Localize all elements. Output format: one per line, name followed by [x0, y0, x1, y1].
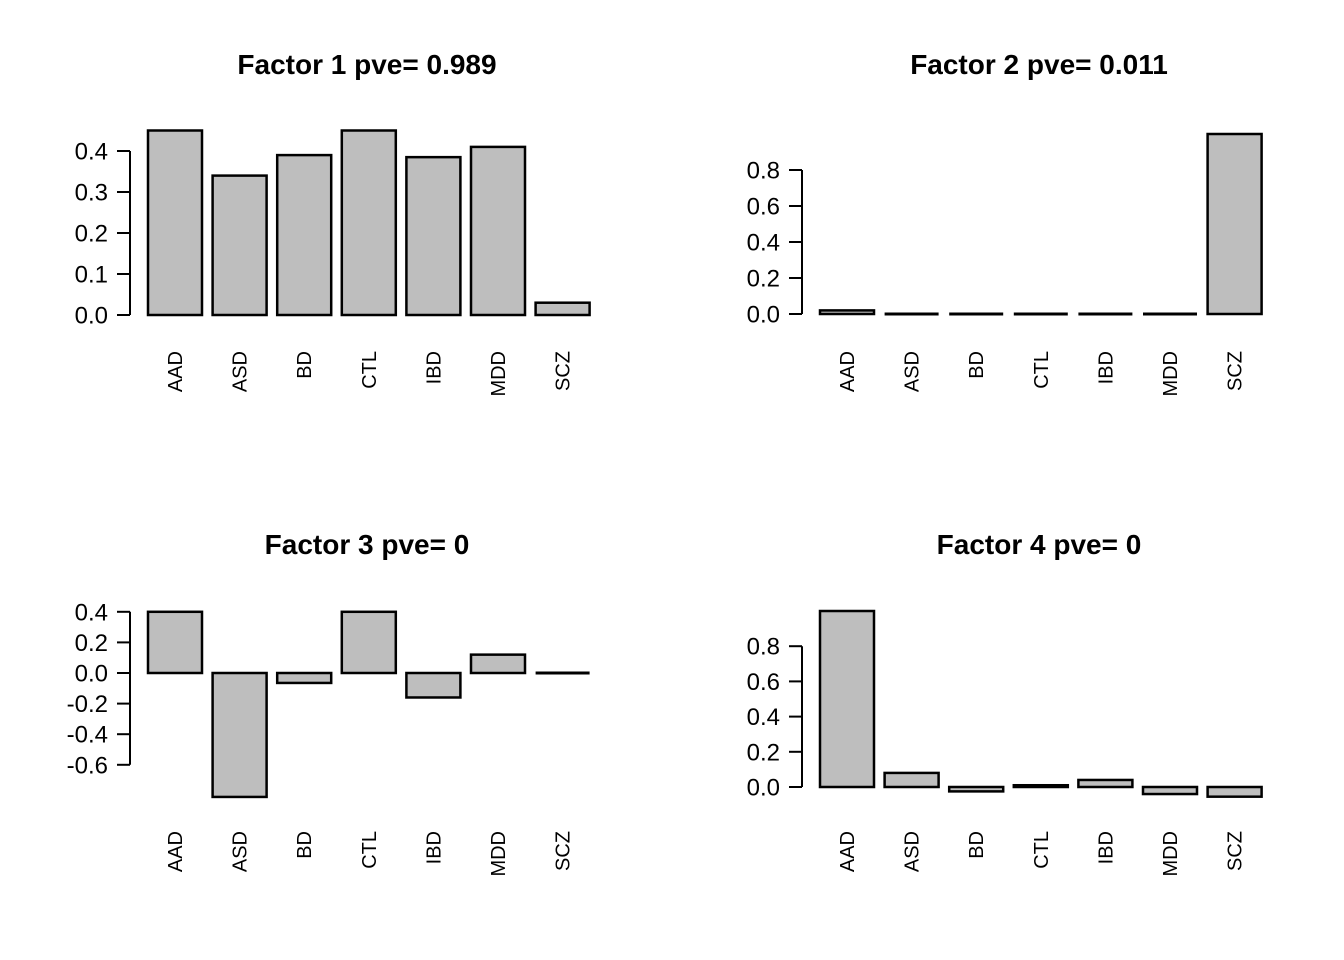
panel-title: Factor 4 pve= 0 — [937, 529, 1142, 560]
x-category-label: BD — [294, 831, 316, 859]
panel-factor-4: Factor 4 pve= 0 0.0 0.2 0.4 0.6 0.8 AAD ASD BD CT… — [747, 529, 1263, 877]
bar-SCZ — [534, 301, 591, 317]
y-tick-label: 0.0 — [747, 302, 780, 329]
y-tick-label: 0.2 — [75, 221, 108, 248]
y-tick-label: 0.6 — [747, 194, 780, 221]
x-category-label: SCZ — [1225, 351, 1247, 391]
bar-ASD — [211, 174, 268, 317]
y-tick-label: 0.6 — [747, 669, 780, 696]
panel-factor-3: Factor 3 pve= 0 0.4 0.2 0.0 -0.2 -0.4 -0.6 AAD A… — [67, 529, 590, 877]
bar-MDD — [1141, 785, 1199, 796]
bar-SCZ — [1206, 785, 1263, 798]
y-tick-label: 0.0 — [75, 303, 108, 330]
bar-IBD — [1077, 778, 1134, 789]
bar-CTL — [1012, 783, 1070, 789]
y-tick-label: -0.4 — [67, 722, 108, 749]
x-category-label: BD — [966, 831, 988, 859]
x-category-label: IBD — [1095, 831, 1117, 864]
x-category-label: ASD — [902, 351, 924, 392]
y-tick-label: -0.2 — [67, 691, 108, 718]
bar-CTL — [340, 129, 398, 317]
x-category-label: CTL — [1031, 831, 1053, 869]
x-category-label: BD — [294, 351, 316, 379]
y-tick-label: 0.2 — [747, 739, 780, 766]
x-category-label: ASD — [230, 831, 252, 872]
y-tick-label: 0.1 — [75, 262, 108, 289]
x-category-label: MDD — [1160, 351, 1182, 397]
bar-MDD — [469, 145, 527, 317]
x-category-label: CTL — [359, 351, 381, 389]
x-category-label: BD — [966, 351, 988, 379]
x-category-label: AAD — [165, 351, 187, 392]
x-category-label: CTL — [1031, 351, 1053, 389]
y-tick-label: 0.2 — [747, 266, 780, 293]
x-category-label: SCZ — [553, 351, 575, 391]
bar-BD — [947, 785, 1005, 793]
y-tick-label: 0.4 — [75, 599, 108, 626]
bar-ASD — [883, 771, 940, 789]
x-category-label: AAD — [165, 831, 187, 872]
bar-AAD — [818, 309, 876, 316]
x-category-label: AAD — [837, 831, 859, 872]
x-category-label: MDD — [488, 351, 510, 397]
panel-factor-1: Factor 1 pve= 0.989 0.0 0.1 0.2 0.3 0.4 AAD ASD… — [75, 49, 591, 397]
panel-title: Factor 2 pve= 0.011 — [910, 49, 1168, 80]
x-category-label: ASD — [230, 351, 252, 392]
panel-title: Factor 1 pve= 0.989 — [237, 49, 496, 80]
x-category-label: IBD — [423, 831, 445, 864]
x-category-label: MDD — [488, 831, 510, 877]
bar-BD — [275, 671, 333, 685]
bar-AAD — [146, 129, 204, 317]
x-category-label: SCZ — [1225, 831, 1247, 871]
y-tick-label: 0.0 — [75, 661, 108, 688]
y-tick-label: 0.3 — [75, 180, 108, 207]
bar-MDD — [469, 653, 527, 675]
y-tick-label: 0.4 — [75, 139, 108, 166]
bar-BD — [275, 153, 333, 317]
y-tick-label: 0.8 — [747, 634, 780, 661]
x-category-label: ASD — [902, 831, 924, 872]
bar-SCZ — [1206, 132, 1263, 316]
bar-ASD — [211, 671, 268, 799]
bar-AAD — [818, 609, 876, 789]
x-category-label: SCZ — [553, 831, 575, 871]
x-category-label: CTL — [359, 831, 381, 869]
panel-factor-2: Factor 2 pve= 0.011 0.0 0.2 0.4 0.6 0.8 AAD ASD… — [747, 49, 1263, 397]
bar-IBD — [405, 155, 462, 317]
panel-title: Factor 3 pve= 0 — [265, 529, 470, 560]
y-tick-label: 0.2 — [75, 630, 108, 657]
bar-CTL — [340, 610, 398, 675]
bar-IBD — [405, 671, 462, 699]
x-category-label: IBD — [1095, 351, 1117, 384]
y-tick-label: 0.4 — [747, 704, 780, 731]
x-category-label: MDD — [1160, 831, 1182, 877]
y-tick-label: 0.4 — [747, 230, 780, 257]
x-category-label: AAD — [837, 351, 859, 392]
y-tick-label: -0.6 — [67, 752, 108, 779]
y-tick-label: 0.8 — [747, 158, 780, 185]
x-category-label: IBD — [423, 351, 445, 384]
y-tick-label: 0.0 — [747, 775, 780, 802]
bar-AAD — [146, 610, 204, 675]
